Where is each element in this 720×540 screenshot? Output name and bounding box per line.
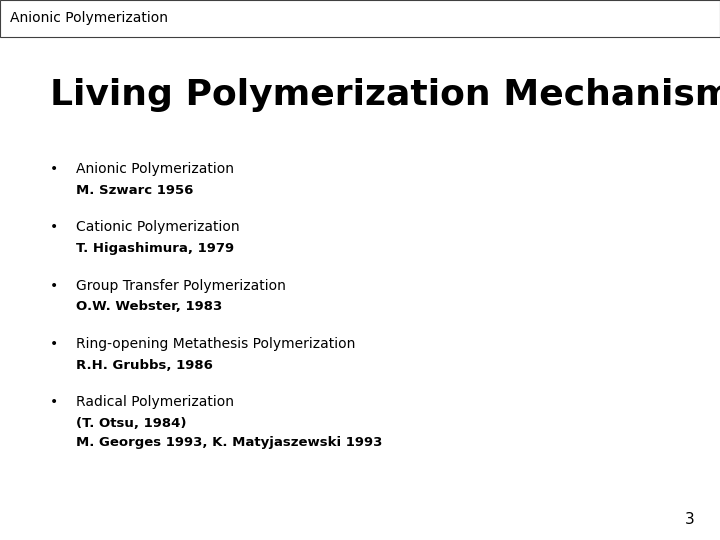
Text: Group Transfer Polymerization: Group Transfer Polymerization xyxy=(76,279,285,293)
Text: •: • xyxy=(50,279,58,293)
Text: •: • xyxy=(50,220,58,234)
Text: Cationic Polymerization: Cationic Polymerization xyxy=(76,220,239,234)
Text: O.W. Webster, 1983: O.W. Webster, 1983 xyxy=(76,300,222,313)
Text: Anionic Polymerization: Anionic Polymerization xyxy=(76,162,233,176)
Text: R.H. Grubbs, 1986: R.H. Grubbs, 1986 xyxy=(76,359,212,372)
Text: M. Szwarc 1956: M. Szwarc 1956 xyxy=(76,184,193,197)
Text: T. Higashimura, 1979: T. Higashimura, 1979 xyxy=(76,242,234,255)
Text: Living Polymerization Mechanism: Living Polymerization Mechanism xyxy=(50,78,720,112)
Text: •: • xyxy=(50,395,58,409)
Text: Ring-opening Metathesis Polymerization: Ring-opening Metathesis Polymerization xyxy=(76,337,355,351)
Text: M. Georges 1993, K. Matyjaszewski 1993: M. Georges 1993, K. Matyjaszewski 1993 xyxy=(76,436,382,449)
Text: 3: 3 xyxy=(685,511,695,526)
Text: •: • xyxy=(50,337,58,351)
Text: Radical Polymerization: Radical Polymerization xyxy=(76,395,233,409)
Text: (T. Otsu, 1984): (T. Otsu, 1984) xyxy=(76,417,186,430)
Text: Anionic Polymerization: Anionic Polymerization xyxy=(10,11,168,25)
Text: •: • xyxy=(50,162,58,176)
Bar xyxy=(0,0,720,37)
